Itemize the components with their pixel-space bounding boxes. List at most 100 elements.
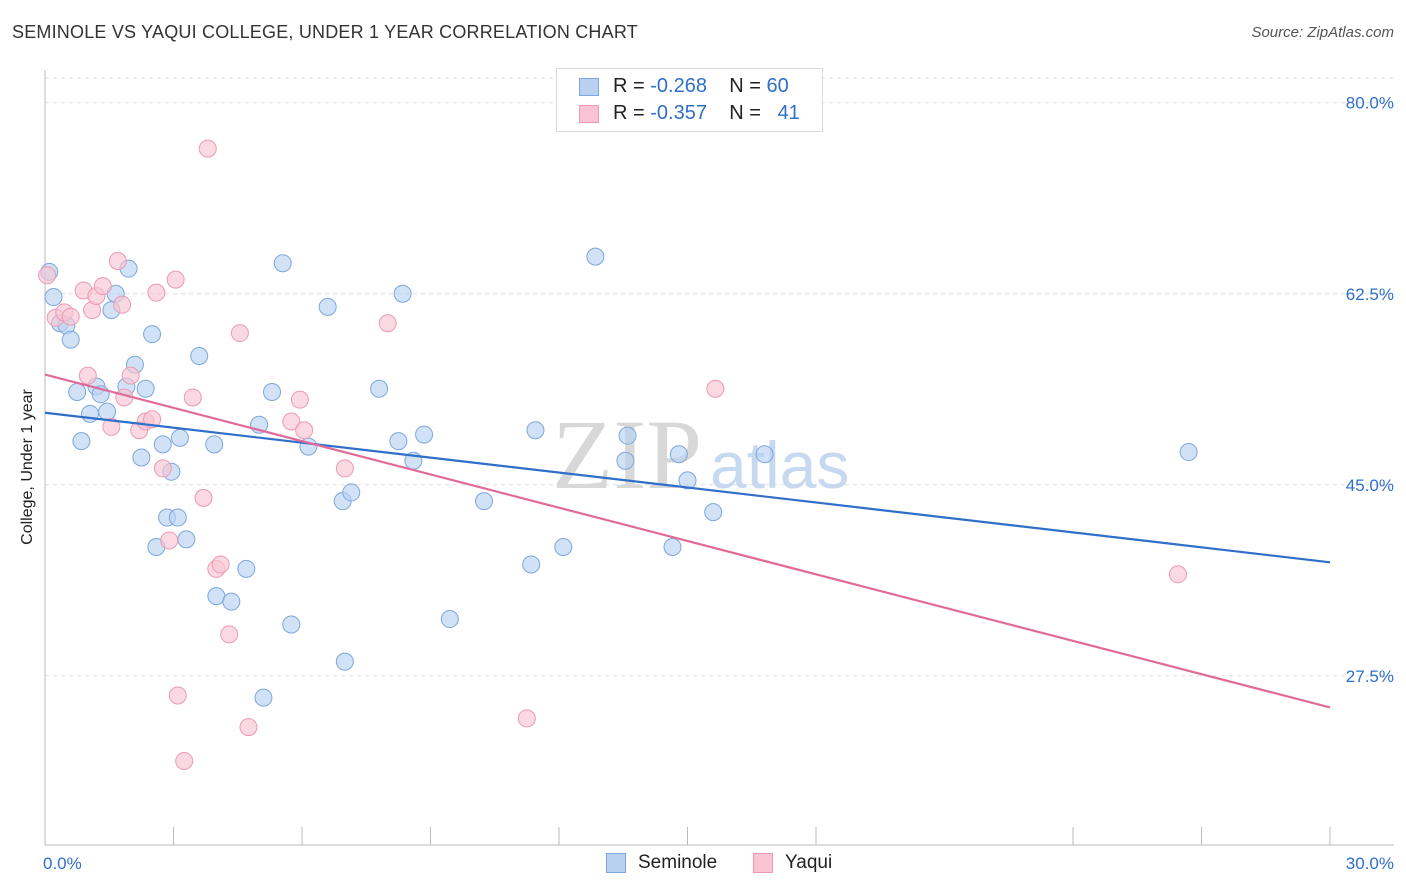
seminole-point xyxy=(663,538,682,557)
yaqui-point xyxy=(220,625,239,644)
x-tick-label-min: 0.0% xyxy=(43,854,82,873)
seminole-point xyxy=(207,587,226,606)
seminole-point xyxy=(370,379,389,398)
seminole-point xyxy=(678,471,697,490)
source-label: Source: ZipAtlas.com xyxy=(1251,24,1394,41)
yaqui-point xyxy=(168,686,187,705)
seminole-point xyxy=(616,451,635,470)
seminole-point xyxy=(282,615,301,634)
yaqui-point xyxy=(102,417,121,436)
seminole-point xyxy=(755,445,774,464)
grid-layer xyxy=(45,77,1394,677)
seminole-point xyxy=(98,402,117,421)
seminole-point xyxy=(153,435,172,454)
chart-title: SEMINOLE VS YAQUI COLLEGE, UNDER 1 YEAR … xyxy=(12,22,638,42)
yaqui-point xyxy=(335,459,354,478)
seminole-point xyxy=(170,428,189,447)
axis-layer xyxy=(44,70,1394,846)
yaqui-point xyxy=(143,410,162,429)
y-tick-label: 27.5% xyxy=(1346,667,1394,686)
bottom-yaqui-label: Yaqui xyxy=(785,852,833,873)
yaqui-point xyxy=(198,139,217,158)
yaqui-point xyxy=(290,390,309,409)
seminole-point xyxy=(168,508,187,527)
seminole-point xyxy=(342,483,361,502)
bottom-seminole-swatch xyxy=(606,853,626,873)
legend-seminole-r-value: -0.268 xyxy=(650,75,707,97)
seminole-point xyxy=(393,284,412,303)
yaqui-point xyxy=(153,459,172,478)
seminole-point xyxy=(44,288,63,307)
seminole-trend-line xyxy=(44,411,1331,564)
legend-seminole-n-value: 60 xyxy=(766,75,789,97)
yaqui-trend-line xyxy=(44,373,1331,709)
tick-label-layer: 27.5% 45.0% 62.5% 80.0% 0.0% 30.0% xyxy=(43,94,1394,873)
bottom-yaqui-swatch xyxy=(753,853,773,873)
seminole-point xyxy=(136,379,155,398)
yaqui-point xyxy=(160,531,179,550)
y-tick-label: 62.5% xyxy=(1346,285,1394,304)
seminole-point xyxy=(254,688,273,707)
y-tick-label: 80.0% xyxy=(1346,94,1394,113)
seminole-point xyxy=(80,404,99,423)
yaqui-point xyxy=(108,252,127,271)
yaqui-point xyxy=(38,266,57,285)
seminole-point xyxy=(205,435,224,454)
legend-yaqui-r-label: R = xyxy=(613,102,645,124)
seminole-point xyxy=(704,503,723,522)
points-layer xyxy=(38,139,1198,770)
x-tick-label-max: 30.0% xyxy=(1346,854,1394,873)
yaqui-point xyxy=(61,307,80,326)
seminole-point xyxy=(61,330,80,349)
seminole-point xyxy=(177,530,196,549)
seminole-point xyxy=(68,383,87,402)
y-axis-label: College, Under 1 year xyxy=(19,389,36,545)
seminole-point xyxy=(554,538,573,557)
yaqui-point xyxy=(517,709,536,728)
seminole-point xyxy=(273,254,292,273)
seminole-point xyxy=(415,425,434,444)
seminole-point xyxy=(222,592,241,611)
yaqui-point xyxy=(175,751,194,770)
legend-seminole-text: R = -0.268 N = 60 xyxy=(613,75,789,98)
seminole-point xyxy=(618,426,637,445)
seminole-point xyxy=(143,325,162,344)
legend-yaqui-r-value: -0.357 xyxy=(650,102,707,124)
yaqui-point xyxy=(1168,565,1187,584)
legend-yaqui-n-value: 41 xyxy=(777,102,800,124)
seminole-point xyxy=(263,383,282,402)
yaqui-point xyxy=(93,277,112,296)
yaqui-point xyxy=(113,295,132,314)
yaqui-point xyxy=(147,283,166,302)
trend-layer xyxy=(44,373,1331,709)
legend-seminole-n-label: N = xyxy=(729,75,761,97)
seminole-point xyxy=(132,448,151,467)
yaqui-point xyxy=(378,314,397,333)
y-tick-label: 45.0% xyxy=(1346,476,1394,495)
seminole-point xyxy=(389,432,408,451)
legend-yaqui-text: R = -0.357 N = 41 xyxy=(613,102,800,125)
legend-seminole-r-label: R = xyxy=(613,75,645,97)
yaqui-point xyxy=(706,379,725,398)
yaqui-point xyxy=(282,412,301,431)
stats-legend: R = -0.268 N = 60 R = -0.357 N = 41 xyxy=(556,68,823,132)
yaqui-point xyxy=(194,488,213,507)
seminole-point xyxy=(318,297,337,316)
seminole-point xyxy=(475,492,494,511)
watermark-atlas: atlas xyxy=(710,428,849,502)
seminole-point xyxy=(586,247,605,266)
seminole-point xyxy=(335,652,354,671)
yaqui-point xyxy=(78,366,97,385)
seminole-point xyxy=(190,346,209,365)
yaqui-swatch xyxy=(579,105,599,123)
seminole-point xyxy=(526,421,545,440)
seminole-point xyxy=(237,559,256,578)
bottom-seminole-label: Seminole xyxy=(638,852,718,873)
seminole-point xyxy=(522,555,541,574)
seminole-point xyxy=(72,432,91,451)
yaqui-point xyxy=(239,718,258,737)
yaqui-point xyxy=(295,421,314,440)
seminole-point xyxy=(1179,443,1198,462)
yaqui-point xyxy=(166,270,185,289)
